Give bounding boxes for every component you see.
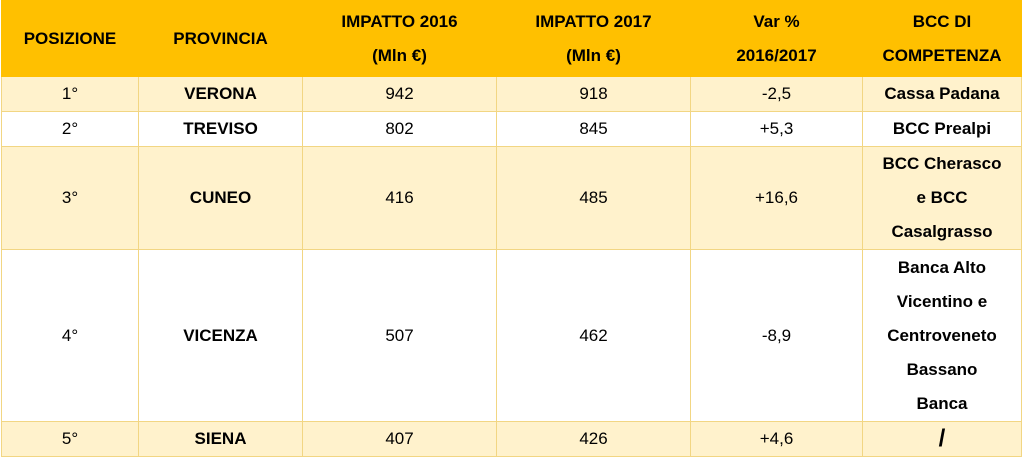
table-row: 3° CUNEO 416 485 +16,6 BCC Cherasco e BC… xyxy=(1,146,1022,250)
table-header: POSIZIONE PROVINCIA IMPATTO 2016 (Mln €) … xyxy=(1,0,1022,77)
cell-provincia: TREVISO xyxy=(138,111,303,147)
cell-bcc: Banca Alto Vicentino e Centroveneto Bass… xyxy=(862,249,1022,422)
bcc-line: Banca xyxy=(916,393,968,413)
cell-var: +4,6 xyxy=(690,421,863,457)
table-row: 1° VERONA 942 918 -2,5 Cassa Padana xyxy=(1,76,1022,112)
cell-posizione: 1° xyxy=(1,76,139,112)
table-row: 4° VICENZA 507 462 -8,9 Banca Alto Vicen… xyxy=(1,249,1022,422)
cell-bcc: BCC Cherasco e BCC Casalgrasso xyxy=(862,146,1022,250)
cell-posizione: 3° xyxy=(1,146,139,250)
cell-posizione: 2° xyxy=(1,111,139,147)
cell-impatto-2017: 426 xyxy=(496,421,691,457)
cell-bcc: / xyxy=(862,421,1022,457)
cell-var: +5,3 xyxy=(690,111,863,147)
cell-bcc: BCC Prealpi xyxy=(862,111,1022,147)
cell-bcc: Cassa Padana xyxy=(862,76,1022,112)
table-row: 2° TREVISO 802 845 +5,3 BCC Prealpi xyxy=(1,111,1022,147)
cell-var: +16,6 xyxy=(690,146,863,250)
header-impatto-2016: IMPATTO 2016 (Mln €) xyxy=(302,0,497,77)
cell-impatto-2017: 845 xyxy=(496,111,691,147)
cell-provincia: CUNEO xyxy=(138,146,303,250)
bcc-line: Banca Alto xyxy=(897,257,987,277)
cell-var: -2,5 xyxy=(690,76,863,112)
cell-posizione: 5° xyxy=(1,421,139,457)
header-row: POSIZIONE PROVINCIA IMPATTO 2016 (Mln €) … xyxy=(1,0,1022,77)
header-provincia: PROVINCIA xyxy=(138,0,303,77)
table-row: 5° SIENA 407 426 +4,6 / xyxy=(1,421,1022,457)
bcc-line: Bassano xyxy=(906,359,978,379)
cell-impatto-2016: 507 xyxy=(302,249,497,422)
cell-impatto-2017: 485 xyxy=(496,146,691,250)
cell-provincia: VICENZA xyxy=(138,249,303,422)
bcc-line: BCC Cherasco xyxy=(882,154,1002,173)
cell-provincia: SIENA xyxy=(138,421,303,457)
bcc-line: BCC Prealpi xyxy=(892,119,992,138)
cell-impatto-2016: 416 xyxy=(302,146,497,250)
header-bcc: BCC DI COMPETENZA xyxy=(862,0,1022,77)
header-var: Var % 2016/2017 xyxy=(690,0,863,77)
header-impatto-2017: IMPATTO 2017 (Mln €) xyxy=(496,0,691,77)
bcc-line: Casalgrasso xyxy=(891,222,993,241)
cell-impatto-2017: 918 xyxy=(496,76,691,112)
cell-impatto-2016: 407 xyxy=(302,421,497,457)
cell-impatto-2016: 802 xyxy=(302,111,497,147)
cell-posizione: 4° xyxy=(1,249,139,422)
table-body: 1° VERONA 942 918 -2,5 Cassa Padana 2° T… xyxy=(1,76,1022,457)
bcc-line: Cassa Padana xyxy=(884,84,1000,103)
bcc-line: e BCC xyxy=(916,188,968,207)
cell-provincia: VERONA xyxy=(138,76,303,112)
impact-table: POSIZIONE PROVINCIA IMPATTO 2016 (Mln €) … xyxy=(1,0,1022,457)
bcc-line: Centroveneto xyxy=(887,325,997,345)
bcc-line: Vicentino e xyxy=(896,291,988,311)
cell-var: -8,9 xyxy=(690,249,863,422)
cell-impatto-2016: 942 xyxy=(302,76,497,112)
header-posizione: POSIZIONE xyxy=(1,0,139,77)
cell-impatto-2017: 462 xyxy=(496,249,691,422)
bcc-line: / xyxy=(938,425,946,452)
